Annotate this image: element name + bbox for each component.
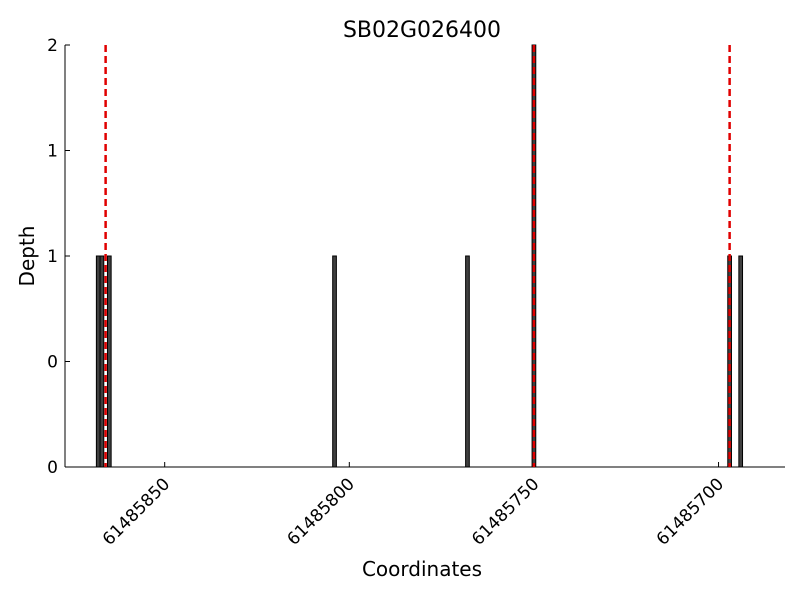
- x-tick-label: 61485800: [284, 474, 359, 549]
- y-tick-label: 1: [47, 247, 58, 267]
- y-tick-label: 2: [47, 36, 58, 56]
- x-axis-label: Coordinates: [362, 557, 482, 581]
- x-tick-label: 61485750: [468, 474, 543, 549]
- x-tick-label: 61485700: [653, 474, 728, 549]
- bar: [738, 255, 744, 468]
- chart-title: SB02G026400: [343, 18, 501, 43]
- bar: [106, 255, 112, 468]
- x-tick-label: 61485850: [99, 474, 174, 549]
- y-axis-label: Depth: [15, 226, 39, 287]
- y-tick-label: 0: [47, 458, 58, 478]
- bar: [332, 255, 337, 468]
- y-tick-label: 1: [47, 142, 58, 162]
- bar: [95, 255, 101, 468]
- bar: [465, 255, 470, 468]
- y-tick-label: 0: [47, 353, 58, 373]
- bar: [99, 255, 105, 468]
